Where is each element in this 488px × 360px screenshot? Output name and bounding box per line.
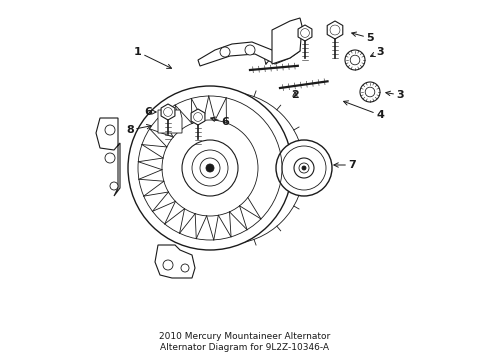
Text: 2: 2 xyxy=(290,90,298,100)
Circle shape xyxy=(220,47,229,57)
Text: 6: 6 xyxy=(210,117,228,127)
Circle shape xyxy=(282,146,325,190)
Circle shape xyxy=(110,182,118,190)
Polygon shape xyxy=(326,21,342,39)
Circle shape xyxy=(182,140,238,196)
Polygon shape xyxy=(191,109,204,125)
Text: 5: 5 xyxy=(351,32,373,43)
Circle shape xyxy=(345,50,364,70)
Text: 3: 3 xyxy=(370,47,383,57)
Circle shape xyxy=(192,150,227,186)
Circle shape xyxy=(244,45,254,55)
Text: 2: 2 xyxy=(264,50,271,64)
Text: 8: 8 xyxy=(126,125,151,135)
Text: 1: 1 xyxy=(134,47,171,68)
Circle shape xyxy=(349,55,359,65)
Circle shape xyxy=(181,264,189,272)
Text: 3: 3 xyxy=(385,90,403,100)
Circle shape xyxy=(298,163,308,173)
Polygon shape xyxy=(198,40,299,66)
Circle shape xyxy=(105,125,115,135)
Text: 6: 6 xyxy=(273,33,301,47)
Circle shape xyxy=(293,158,313,178)
Circle shape xyxy=(163,260,173,270)
Circle shape xyxy=(200,158,220,178)
Circle shape xyxy=(275,140,331,196)
Polygon shape xyxy=(96,118,120,196)
Polygon shape xyxy=(161,104,175,120)
Polygon shape xyxy=(155,245,195,278)
Circle shape xyxy=(105,153,115,163)
Polygon shape xyxy=(298,25,311,41)
Text: 7: 7 xyxy=(333,160,355,170)
Text: 6: 6 xyxy=(144,107,156,117)
Polygon shape xyxy=(271,18,302,64)
Circle shape xyxy=(128,86,291,250)
Text: 4: 4 xyxy=(343,101,383,120)
Polygon shape xyxy=(158,110,182,133)
Circle shape xyxy=(302,166,305,170)
Circle shape xyxy=(359,82,379,102)
Circle shape xyxy=(205,164,214,172)
Circle shape xyxy=(365,87,374,97)
Text: 2010 Mercury Mountaineer Alternator
Alternator Diagram for 9L2Z-10346-A: 2010 Mercury Mountaineer Alternator Alte… xyxy=(159,332,329,352)
